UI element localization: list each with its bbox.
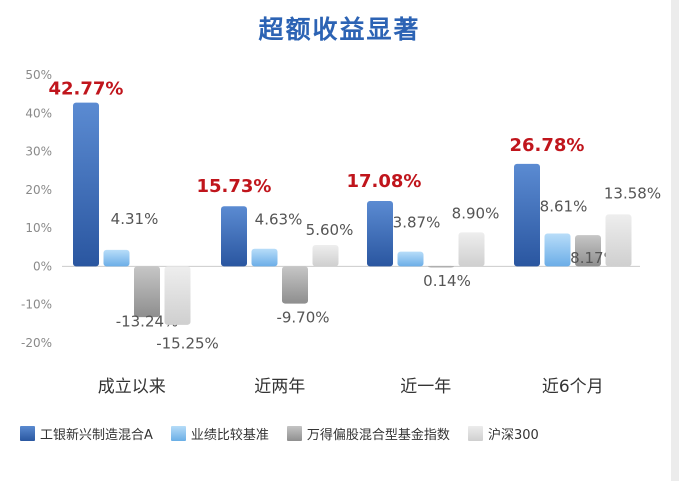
legend-label-csi300: 沪深300 <box>487 427 539 443</box>
data-label-wind-index-2: 0.14% <box>423 272 471 290</box>
legend-swatch-wind-index <box>286 425 302 441</box>
bar-fund-1 <box>221 206 247 267</box>
data-label-wind-index-0: -13.24% <box>116 312 179 330</box>
data-label-csi300-3: 13.58% <box>604 184 661 202</box>
data-label-benchmark-1: 4.63% <box>255 211 303 229</box>
legend-item-fund: 工银新兴制造混合A <box>20 424 153 443</box>
bar-wind-index-3 <box>575 235 601 267</box>
data-label-benchmark-2: 3.87% <box>393 214 441 232</box>
legend-swatch-csi300 <box>467 425 483 441</box>
data-label-fund-1: 15.73% <box>197 176 272 197</box>
y-tick-label: 10% <box>25 221 52 235</box>
y-tick-label: 20% <box>25 183 52 197</box>
legend-swatch-fund <box>20 425 35 441</box>
data-label-fund-3: 26.78% <box>510 135 585 156</box>
bar-wind-index-1 <box>282 266 308 304</box>
y-tick-label: 40% <box>25 106 52 120</box>
bar-benchmark-3 <box>544 233 571 267</box>
category-label-0: 成立以来 <box>98 377 166 397</box>
bar-csi300-1 <box>312 244 339 267</box>
data-label-csi300-1: 5.60% <box>306 221 354 239</box>
bar-fund-3 <box>514 163 540 267</box>
chart-legend: 工银新兴制造混合A 业绩比较基准 万得偏股混合型基金指数 沪深300 <box>20 423 557 443</box>
bar-benchmark-1 <box>251 248 278 267</box>
bar-wind-index-2 <box>428 265 454 268</box>
y-tick-label: -20% <box>21 336 52 350</box>
bar-wind-index-0 <box>134 266 160 318</box>
bar-fund-0 <box>73 102 99 267</box>
y-tick-label: -10% <box>21 298 52 312</box>
data-label-benchmark-0: 4.31% <box>111 210 159 228</box>
data-label-benchmark-3: 8.61% <box>540 197 588 215</box>
data-label-csi300-0: -15.25% <box>156 334 219 352</box>
legend-item-wind-index: 万得偏股混合型基金指数 <box>286 424 450 443</box>
data-label-csi300-2: 8.90% <box>452 204 500 222</box>
legend-label-fund: 工银新兴制造混合A <box>40 427 153 443</box>
data-label-fund-0: 42.77% <box>49 79 124 100</box>
category-label-3: 近6个月 <box>542 377 604 397</box>
bar-csi300-2 <box>458 232 485 267</box>
chart-title: 超额收益显著 <box>258 15 421 44</box>
y-tick-label: 0% <box>33 259 52 273</box>
legend-label-benchmark: 业绩比较基准 <box>190 427 269 443</box>
legend-item-csi300: 沪深300 <box>467 424 539 443</box>
bar-csi300-0 <box>164 266 191 325</box>
y-tick-label: 50% <box>25 68 52 82</box>
legend-swatch-benchmark <box>170 425 186 441</box>
bar-csi300-3 <box>605 214 632 267</box>
bar-fund-2 <box>367 201 393 267</box>
bar-benchmark-2 <box>397 251 424 267</box>
category-label-2: 近一年 <box>400 377 451 397</box>
right-edge-strip <box>671 0 679 481</box>
data-label-wind-index-1: -9.70% <box>276 308 329 326</box>
category-label-1: 近两年 <box>254 377 305 397</box>
legend-item-benchmark: 业绩比较基准 <box>170 424 269 443</box>
y-tick-label: 30% <box>25 145 52 159</box>
bar-benchmark-0 <box>103 249 130 267</box>
data-label-fund-2: 17.08% <box>347 171 422 192</box>
legend-label-wind-index: 万得偏股混合型基金指数 <box>306 427 450 443</box>
